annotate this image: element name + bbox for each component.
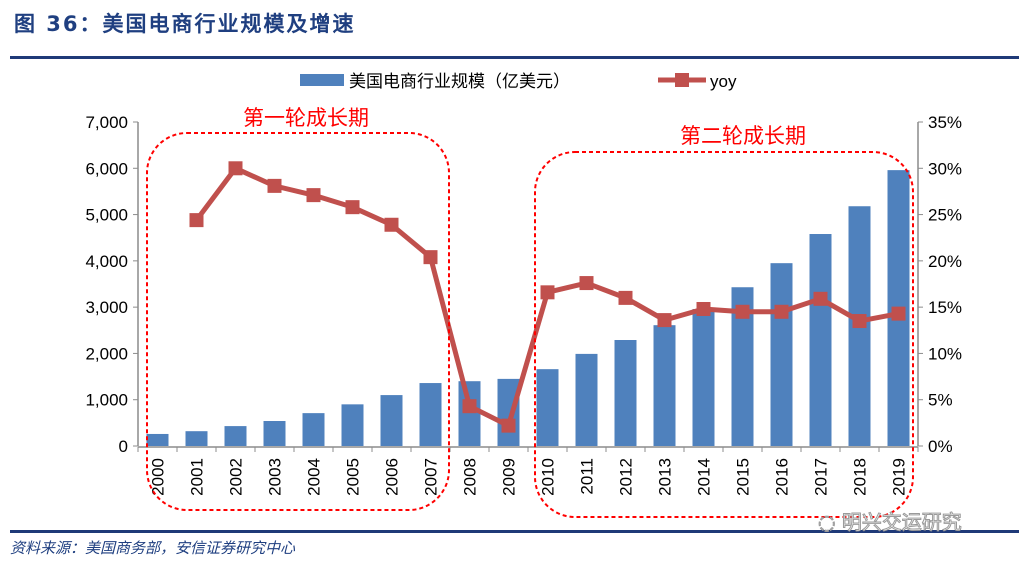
x-tick-label: 2004	[305, 458, 324, 496]
x-tick-label: 2018	[851, 458, 870, 496]
x-tick-label: 2007	[422, 458, 441, 496]
yoy-point-2010	[540, 285, 555, 300]
left-tick-label: 0	[119, 437, 128, 456]
x-tick-label: 2001	[188, 458, 207, 496]
left-tick-label: 3,000	[85, 298, 128, 317]
legend-line-marker	[675, 73, 689, 87]
legend-line-label: yoy	[710, 72, 737, 91]
right-tick-label: 25%	[928, 206, 962, 225]
left-tick-label: 4,000	[85, 252, 128, 271]
right-tick-label: 15%	[928, 298, 962, 317]
bar-2013	[653, 325, 676, 446]
yoy-point-2003	[267, 178, 282, 193]
right-tick-label: 10%	[928, 344, 962, 363]
bar-2012	[614, 340, 637, 446]
bar-2007	[419, 383, 442, 446]
legend-bar-label: 美国电商行业规模（亿美元）	[349, 72, 570, 91]
legend-bar-swatch	[300, 74, 344, 86]
x-tick-label: 2017	[812, 458, 831, 496]
figure-title: 图 36：美国电商行业规模及增速	[14, 12, 356, 36]
x-tick-label: 2010	[539, 458, 558, 496]
x-tick-label: 2014	[695, 458, 714, 496]
bar-2004	[302, 413, 325, 446]
yoy-point-2007	[423, 250, 438, 265]
right-tick-label: 20%	[928, 252, 962, 271]
yoy-point-2001	[189, 213, 204, 228]
yoy-point-2013	[657, 313, 672, 328]
x-tick-label: 2005	[344, 458, 363, 496]
right-tick-label: 0%	[928, 437, 953, 456]
right-tick-label: 35%	[928, 113, 962, 132]
yoy-point-2012	[618, 290, 633, 305]
bar-2008	[458, 381, 481, 446]
second-growth-period-box	[534, 151, 914, 518]
yoy-point-2006	[384, 217, 399, 232]
bar-2016	[770, 263, 793, 446]
x-tick-label: 2003	[266, 458, 285, 496]
bar-2014	[692, 308, 715, 446]
yoy-point-2008	[462, 399, 477, 414]
left-tick-label: 2,000	[85, 344, 128, 363]
first-growth-period-label: 第一轮成长期	[243, 107, 369, 130]
x-tick-label: 2002	[227, 458, 246, 496]
bar-2011	[575, 353, 598, 446]
second-growth-period-label: 第二轮成长期	[680, 125, 806, 148]
top-divider	[10, 56, 1019, 59]
left-tick-label: 6,000	[85, 159, 128, 178]
watermark: ◌ 明兴交运研究	[818, 510, 963, 535]
bar-2002	[224, 426, 247, 446]
bottom-divider	[10, 530, 1019, 533]
yoy-point-2009	[501, 418, 516, 433]
bar-2003	[263, 421, 286, 446]
x-tick-label: 2019	[890, 458, 909, 496]
yoy-point-2015	[735, 304, 750, 319]
bar-2006	[380, 395, 403, 446]
x-tick-label: 2000	[149, 458, 168, 496]
bar-2017	[809, 234, 832, 446]
yoy-point-2002	[228, 161, 243, 176]
yoy-point-2018	[852, 314, 867, 329]
yoy-point-2019	[891, 306, 906, 321]
x-tick-label: 2012	[617, 458, 636, 496]
x-tick-label: 2006	[383, 458, 402, 496]
yoy-point-2005	[345, 200, 360, 215]
x-tick-label: 2011	[578, 458, 597, 495]
x-tick-label: 2009	[500, 458, 519, 496]
left-tick-label: 1,000	[85, 391, 128, 410]
x-tick-label: 2013	[656, 458, 675, 496]
bar-2015	[731, 287, 754, 446]
left-tick-label: 7,000	[85, 113, 128, 132]
yoy-point-2017	[813, 291, 828, 306]
bar-2009	[497, 378, 520, 446]
right-tick-label: 30%	[928, 159, 962, 178]
x-tick-label: 2008	[461, 458, 480, 496]
right-tick-label: 5%	[928, 391, 953, 410]
bar-2010	[536, 369, 559, 446]
yoy-point-2004	[306, 188, 321, 203]
yoy-point-2011	[579, 276, 594, 291]
x-tick-label: 2016	[773, 458, 792, 496]
bar-2005	[341, 404, 364, 446]
bar-2000	[146, 433, 169, 446]
yoy-point-2014	[696, 301, 711, 316]
left-tick-label: 5,000	[85, 206, 128, 225]
yoy-point-2016	[774, 304, 789, 319]
x-tick-label: 2015	[734, 458, 753, 496]
bar-2001	[185, 431, 208, 446]
source-note: 资料来源：美国商务部，安信证券研究中心	[10, 539, 296, 557]
